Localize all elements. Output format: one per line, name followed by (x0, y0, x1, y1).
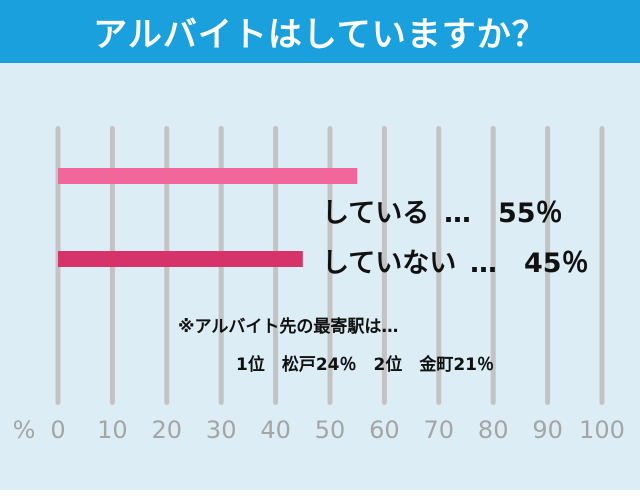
chart-title: アルバイトはしていますか？ (0, 0, 640, 63)
x-tick-label: 90 (532, 416, 563, 444)
x-tick-label: 70 (424, 416, 455, 444)
x-tick-label: 10 (97, 416, 128, 444)
bar-label-dots: … (444, 198, 471, 229)
x-tick-label: 0 (50, 416, 65, 444)
bar-label-category: していない (322, 248, 456, 279)
x-tick-label: 20 (152, 416, 183, 444)
bar (58, 251, 303, 267)
gridline (545, 126, 551, 405)
x-tick-label: 80 (478, 416, 509, 444)
gridline (490, 126, 496, 405)
x-tick-label: 100 (579, 416, 625, 444)
x-tick-label: 60 (369, 416, 400, 444)
bottom-stripe (0, 490, 640, 499)
annotation: ※アルバイト先の最寄駅は… (178, 316, 398, 337)
gridline (327, 126, 333, 405)
bar-label-category: している (322, 198, 429, 229)
x-axis-unit-label: % (13, 416, 36, 444)
bar (58, 168, 358, 184)
bar-label-value: 55％ (498, 198, 563, 229)
bar-label-value: 45％ (524, 248, 589, 279)
chart-panel (0, 63, 640, 490)
x-tick-label: 40 (260, 416, 291, 444)
gridline (436, 126, 442, 405)
gridline (599, 126, 605, 405)
bar-label-dots: … (470, 248, 497, 279)
gridline (381, 126, 387, 405)
annotation: 1位 松戸24％ 2位 金町21％ (236, 354, 494, 375)
x-tick-label: 50 (315, 416, 346, 444)
x-tick-label: 30 (206, 416, 237, 444)
